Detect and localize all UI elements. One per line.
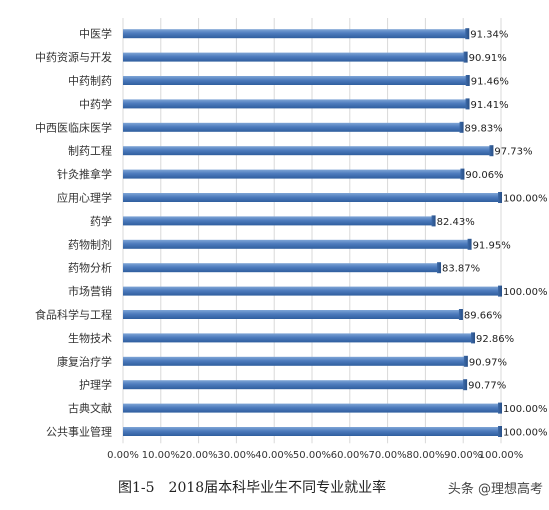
category-label: 应用心理学 [57,191,112,205]
x-tick-label: 30.00% [217,450,255,461]
bars [123,28,502,437]
figure-caption: 图1-5 2018届本科毕业生不同专业就业率 [118,479,386,496]
data-labels: 91.34% 90.91% 91.46% 91.41% 89.83% 97.73% 90.0… [437,30,548,439]
bar [123,193,501,202]
bar [123,99,469,109]
bar-end-cap [463,355,468,367]
data-label: 100.00% [503,287,548,298]
bar [123,310,462,319]
bar [123,427,501,436]
data-label: 100.00% [503,404,548,415]
category-label: 市场营销 [68,284,112,298]
data-label: 91.46% [471,77,509,88]
x-tick-label: 0.00% [107,450,139,461]
data-label: 100.00% [503,428,548,439]
bar [123,146,493,156]
category-label: 食品科学与工程 [35,308,112,322]
category-label: 中医学 [79,27,112,41]
category-label: 中药制药 [68,75,112,88]
bar [123,333,475,343]
data-label: 91.41% [471,100,509,111]
data-label: 82.43% [437,217,475,228]
bar [123,52,467,62]
bar [123,76,469,85]
data-label: 89.66% [464,311,502,322]
bar [123,169,464,179]
bar-end-cap [437,262,442,274]
category-label: 制药工程 [68,145,112,158]
bar-end-cap [489,145,494,157]
bar [123,380,467,390]
x-tick-label: 40.00% [255,450,293,461]
gridlines [122,18,502,444]
watermark-text: 头条 @理想高考 [448,481,543,497]
bar-end-cap [498,402,502,414]
category-label: 中西医临床医学 [35,120,112,134]
x-tick-label: 20.00% [180,450,218,461]
category-label: 针灸推拿学 [57,167,112,181]
category-labels: 中医学中药资源与开发中药制药中药学中西医临床医学制药工程针灸推拿学应用心理学药学… [35,27,112,439]
data-label: 89.83% [465,123,503,134]
category-label: 药物分析 [68,261,112,275]
category-label: 护理学 [79,378,112,392]
bar-end-cap [498,285,502,297]
bar-end-cap [467,238,472,250]
bar-end-cap [465,75,470,86]
bar-end-cap [498,192,502,203]
data-label: 91.95% [473,240,511,251]
bar [123,263,441,273]
x-tick-label: 70.00% [369,450,407,461]
bar-end-cap [463,379,468,391]
data-label: 91.34% [470,30,508,41]
bar-end-cap [498,426,502,437]
x-axis-ticks: 0.00% 10.00% 20.00% 30.00% 40.00% 50.00% 60.00… [107,450,523,461]
category-label: 康复治疗学 [57,354,112,368]
category-label: 中药学 [79,97,112,111]
category-label: 古典文献 [68,401,112,415]
bar [123,29,469,39]
bar [123,239,471,249]
data-label: 97.73% [494,147,532,158]
bar [123,286,501,296]
bar-end-cap [471,332,476,344]
bar-end-cap [460,168,465,180]
category-label: 药物制剂 [68,237,112,251]
bar-end-cap [465,28,470,40]
bar [123,403,501,413]
bar [123,356,467,366]
x-tick-label: 100.00% [479,450,524,461]
bar [123,216,435,226]
bar-end-cap [465,98,470,110]
bar-end-cap [459,121,464,133]
data-label: 92.86% [476,334,514,345]
category-label: 中药资源与开发 [35,50,112,64]
bar [123,122,463,132]
x-tick-label: 60.00% [331,450,369,461]
x-tick-label: 80.00% [406,450,444,461]
data-label: 90.77% [468,381,506,392]
data-label: 90.91% [469,53,507,64]
category-label: 公共事业管理 [46,425,112,439]
bar-end-cap [431,215,436,227]
data-label: 90.97% [469,357,507,368]
bar-end-cap [458,309,463,320]
category-label: 生物技术 [68,331,112,345]
data-label: 83.87% [442,264,480,275]
bar-end-cap [463,51,468,63]
category-label: 药学 [90,214,112,228]
x-tick-label: 10.00% [142,450,180,461]
x-tick-label: 90.00% [444,450,482,461]
data-label: 100.00% [503,194,548,205]
data-label: 90.06% [465,170,503,181]
x-tick-label: 50.00% [293,450,331,461]
